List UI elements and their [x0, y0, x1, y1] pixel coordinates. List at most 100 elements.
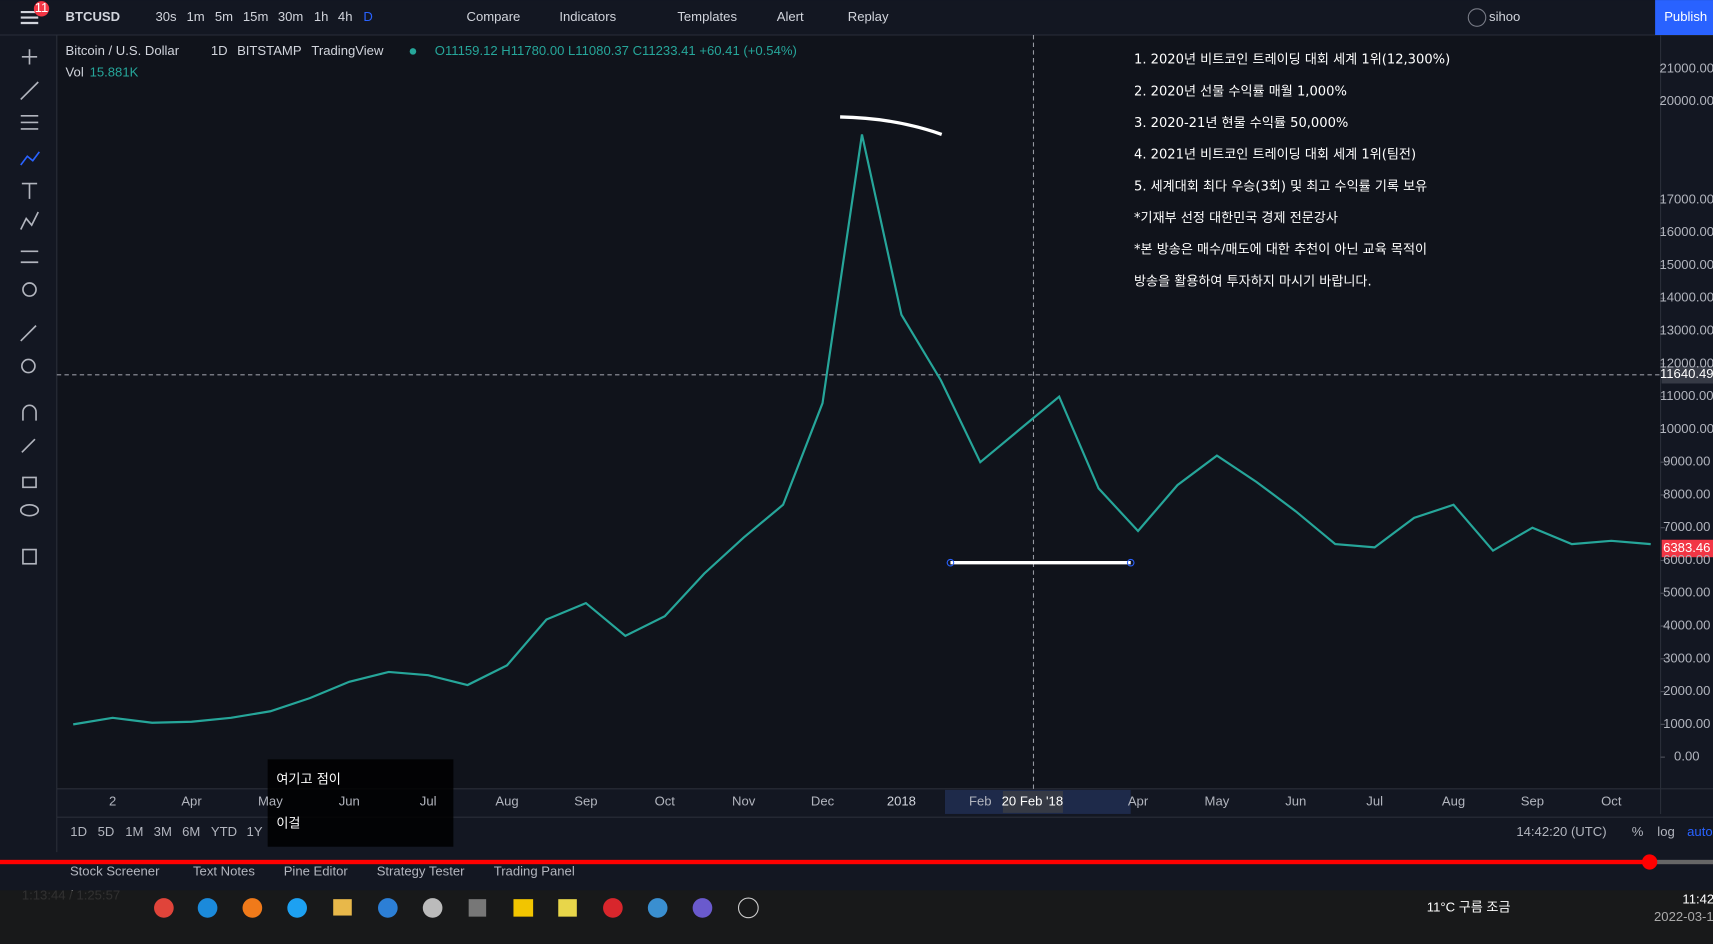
interval[interactable]: 15m	[243, 9, 269, 24]
drawn-arc	[840, 115, 943, 136]
tool-lock-draw[interactable]	[21, 438, 36, 453]
app-icon[interactable]	[154, 898, 174, 918]
tool-brush[interactable]	[20, 151, 40, 166]
scale-option[interactable]: %	[1632, 824, 1644, 839]
y-tick-label: 15000.00	[1659, 257, 1713, 272]
x-tick-label: Jun	[339, 793, 360, 808]
bottom-tab[interactable]: Text Notes	[193, 863, 255, 878]
bottom-tab[interactable]: Pine Editor	[284, 863, 349, 878]
x-tick-label: Apr	[181, 793, 202, 808]
crosshair-price-box	[1661, 366, 1713, 384]
range-button[interactable]: YTD	[211, 824, 237, 839]
tool-crosshair[interactable]	[21, 49, 38, 65]
price-layer	[73, 134, 1651, 726]
tool-zoom[interactable]	[21, 358, 36, 374]
tool-pattern[interactable]	[20, 211, 39, 230]
y-tick-label: 6000.00	[1663, 552, 1710, 567]
toolbar-button[interactable]: Templates	[677, 9, 737, 24]
avatar	[1467, 8, 1487, 27]
bottom-tab[interactable]: Trading Panel	[494, 863, 575, 878]
handle	[946, 558, 955, 567]
interval[interactable]: 1m	[186, 9, 204, 24]
chart-pane	[56, 35, 1661, 789]
overlay-line: 3. 2020-21년 현물 수익률 50,000%	[1134, 115, 1348, 131]
legend-source: TradingView	[311, 43, 384, 58]
toolbar-button[interactable]: Indicators	[559, 9, 616, 24]
range-button[interactable]: 1M	[125, 824, 143, 839]
y-tick-label: 21000.00	[1659, 60, 1713, 75]
legend-title: Bitcoin / U.S. Dollar	[66, 43, 180, 58]
scale-option[interactable]: auto	[1687, 824, 1712, 839]
legend-ohlc: O11159.12 H11780.00 L11080.37 C11233.41 …	[435, 43, 797, 58]
toolbar-button[interactable]: Replay	[848, 9, 889, 24]
tool-ruler[interactable]	[20, 325, 37, 342]
app-icon[interactable]	[558, 899, 577, 917]
app-icon[interactable]	[197, 898, 218, 918]
app-icon[interactable]	[377, 898, 398, 918]
tool-magnet[interactable]	[22, 404, 37, 421]
y-tick-label: 14000.00	[1659, 290, 1713, 305]
tool-trash[interactable]	[22, 548, 37, 565]
range-button[interactable]: 5D	[98, 824, 115, 839]
tool-lock[interactable]	[22, 476, 37, 489]
overlay-line: 1. 2020년 비트코인 트레이딩 대회 세계 1위(12,300%)	[1134, 52, 1450, 68]
tool-fib[interactable]	[20, 115, 39, 130]
scale-option[interactable]: log	[1657, 824, 1674, 839]
y-tick-label: 4000.00	[1663, 617, 1710, 632]
tool-predict[interactable]	[20, 250, 39, 264]
weather: 11°C 구름 조금	[1427, 899, 1511, 914]
app-icon[interactable]	[603, 898, 623, 918]
tool-eye[interactable]	[19, 503, 40, 517]
y-tick-label: 3000.00	[1663, 650, 1710, 665]
tool-shape[interactable]	[22, 282, 37, 297]
x-tick-label: Sep	[574, 793, 597, 808]
range-button[interactable]: 1D	[70, 824, 87, 839]
crosshair-date-box	[1002, 791, 1063, 813]
interval[interactable]: 4h	[338, 9, 353, 24]
x-tick-label: Dec	[811, 793, 835, 808]
publish-button[interactable]	[1655, 0, 1713, 36]
x-tick-label: Oct	[655, 793, 676, 808]
app-icon[interactable]	[422, 898, 443, 918]
bottom-tab[interactable]: Strategy Tester	[377, 863, 465, 878]
bottom-tab[interactable]: Stock Screener	[70, 863, 160, 878]
app-icon[interactable]	[333, 899, 352, 916]
toolbar-button[interactable]: Alert	[777, 9, 804, 24]
app-icon[interactable]	[513, 899, 534, 917]
interval[interactable]: 1h	[314, 9, 329, 24]
app-icon[interactable]	[647, 898, 668, 918]
subtitle: 여기고 점이	[276, 772, 340, 788]
x-tick-label: May	[1205, 793, 1230, 808]
app-icon[interactable]	[468, 899, 487, 917]
app-icon[interactable]	[287, 898, 307, 918]
interval[interactable]: 30m	[278, 9, 304, 24]
tool-trendline[interactable]	[20, 81, 39, 101]
range-button[interactable]: 3M	[154, 824, 172, 839]
x-tick-label: Oct	[1601, 793, 1622, 808]
interval[interactable]: 30s	[155, 9, 177, 24]
app-icon[interactable]	[242, 898, 263, 918]
range-button[interactable]: 6M	[182, 824, 200, 839]
progress-handle[interactable]	[1641, 854, 1658, 870]
user-name[interactable]: sihoo	[1489, 9, 1520, 24]
interval[interactable]: D	[363, 9, 372, 24]
x-tick-label: Aug	[1442, 793, 1465, 808]
subtitle: 이걸	[276, 815, 300, 831]
interval[interactable]: 5m	[215, 9, 233, 24]
app-icon[interactable]	[692, 898, 713, 918]
y-tick-label: 8000.00	[1663, 486, 1710, 501]
last-price-box	[1661, 539, 1713, 558]
crosshair-date: 20 Feb '18	[1002, 793, 1063, 808]
price-line	[73, 134, 1651, 726]
taskbar-apps	[154, 897, 759, 919]
symbol[interactable]: BTCUSD	[66, 9, 121, 24]
range-button[interactable]: 1Y	[247, 824, 263, 839]
clock: 14:42:20 (UTC)	[1516, 824, 1606, 839]
x-tick-label: May	[258, 793, 283, 808]
tool-text[interactable]	[21, 182, 38, 199]
left-toolbar	[19, 49, 40, 565]
toolbar-button[interactable]: Compare	[466, 9, 520, 24]
x-tick-label: 2	[109, 793, 116, 808]
overlay-line: 4. 2021년 비트코인 트레이딩 대회 세계 1위(팀전)	[1134, 147, 1416, 163]
app-icon[interactable]	[737, 897, 759, 919]
